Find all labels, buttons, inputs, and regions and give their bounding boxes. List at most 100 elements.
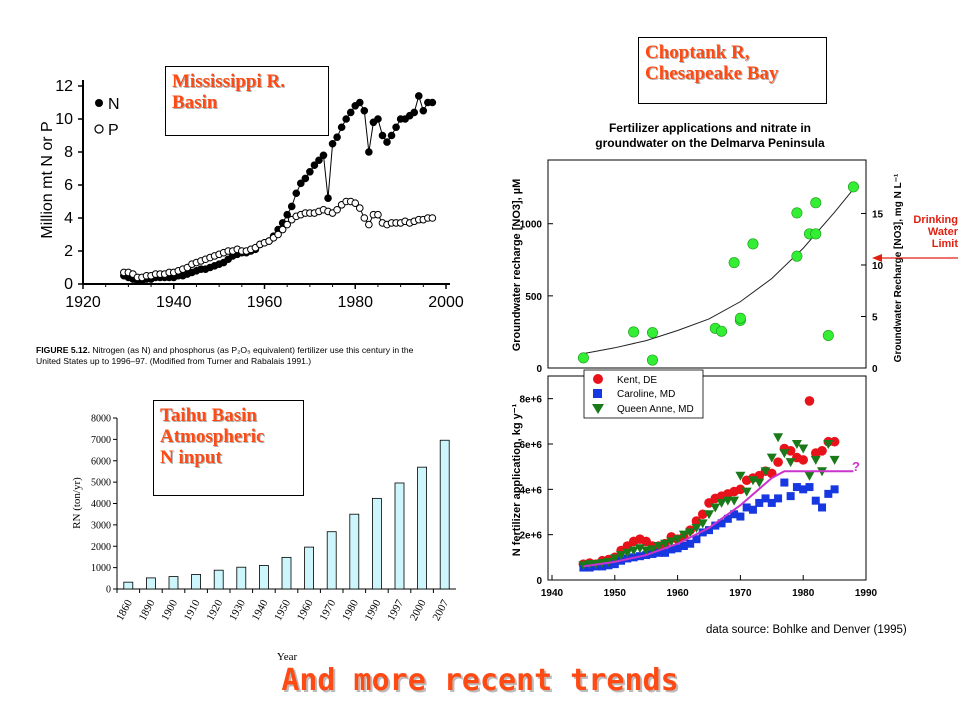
drinking-water-line-1: Drinking xyxy=(913,214,958,226)
fertilizer-point-kent xyxy=(804,396,815,406)
fertilizer-point-caroline xyxy=(730,510,739,519)
fertilizer-point-queen-anne xyxy=(609,554,620,564)
figure-caption-line-2: United States up to 1996–97. (Modified f… xyxy=(36,356,312,366)
mississippi-y-tick-label: 4 xyxy=(64,210,73,227)
fertilizer-point-kent xyxy=(773,457,783,467)
fertilizer-point-caroline xyxy=(792,483,801,492)
fertilizer-point-queen-anne xyxy=(791,440,802,449)
fertilizer-y-tick-label: 8e+6 xyxy=(519,395,542,406)
mississippi-legend-n-label: N xyxy=(108,96,120,113)
mississippi-point-p xyxy=(428,214,437,222)
fertilizer-point-caroline xyxy=(667,545,676,554)
taihu-title-line-3: N input xyxy=(160,447,222,468)
taihu-y-tick-label: 7000 xyxy=(91,435,111,446)
recharge-point xyxy=(822,330,834,342)
fertilizer-point-queen-anne xyxy=(722,496,733,506)
fertilizer-point-kent xyxy=(829,436,840,447)
mississippi-point-n xyxy=(342,115,350,123)
mississippi-point-n xyxy=(378,131,387,140)
mississippi-point-p xyxy=(274,230,282,239)
fertilizer-point-queen-anne xyxy=(804,471,815,481)
fertilizer-point-queen-anne xyxy=(685,528,696,538)
fertilizer-y-tick-label: 0 xyxy=(536,576,542,587)
fertilizer-point-queen-anne xyxy=(704,510,714,520)
mississippi-point-n xyxy=(315,156,323,165)
fertilizer-point-queen-anne xyxy=(660,539,671,549)
taihu-bar xyxy=(326,531,337,590)
fertilizer-x-tick-label: 1990 xyxy=(855,588,878,599)
fertilizer-point-queen-anne xyxy=(647,545,658,555)
taihu-y-tick-label: 5000 xyxy=(91,478,111,489)
mississippi-point-p xyxy=(351,199,360,207)
fertilizer-x-tick-label: 1970 xyxy=(729,588,752,599)
taihu-title-line-2: Atmospheric xyxy=(160,426,265,447)
mississippi-title-box: Mississippi R. Basin xyxy=(165,66,329,136)
figure-caption-text: Nitrogen (as N) and phosphorus (as P₂O₅ … xyxy=(89,345,414,355)
mississippi-legend-p-label: P xyxy=(108,122,119,139)
taihu-bar xyxy=(281,556,292,590)
mississippi-point-p xyxy=(333,205,341,214)
fertilizer-y-tick-label: 2e+6 xyxy=(519,531,542,542)
fertilizer-point-caroline xyxy=(705,526,713,535)
choptank-title-line-2: Chesapeake Bay xyxy=(645,63,779,84)
taihu-title-line-1: Taihu Basin xyxy=(160,405,258,426)
mississippi-point-n xyxy=(292,189,301,198)
mississippi-x-tick-label: 1920 xyxy=(65,294,101,311)
mississippi-x-tick-label: 2000 xyxy=(428,294,464,311)
mississippi-point-n xyxy=(283,210,291,219)
taihu-bar xyxy=(191,574,202,590)
mississippi-point-n xyxy=(355,98,364,107)
mississippi-point-n xyxy=(328,139,337,148)
fertilizer-point-caroline xyxy=(830,485,839,494)
fertilizer-point-queen-anne xyxy=(710,503,721,513)
fertilizer-point-caroline xyxy=(811,496,820,505)
fertilizer-point-caroline xyxy=(824,489,833,498)
fertilizer-point-queen-anne xyxy=(653,542,664,551)
drinking-water-line-2: Water xyxy=(927,226,958,238)
fertilizer-point-queen-anne xyxy=(735,471,746,481)
footer-title: And more recent trends xyxy=(281,663,679,698)
mississippi-point-n xyxy=(374,115,382,123)
fertilizer-point-queen-anne xyxy=(754,478,765,488)
recharge-point xyxy=(747,238,759,250)
fertilizer-point-queen-anne xyxy=(760,467,771,477)
fertilizer-point-caroline xyxy=(774,494,783,503)
fertilizer-point-queen-anne xyxy=(616,551,627,561)
recharge-point xyxy=(810,228,822,240)
mississippi-point-n xyxy=(301,174,310,183)
fertilizer-point-caroline xyxy=(818,503,827,512)
fertilizer-point-queen-anne xyxy=(672,535,683,545)
recharge-y-axis-label: Groundwater recharge [NO3], µM xyxy=(511,179,523,352)
taihu-bar xyxy=(258,565,269,590)
mississippi-legend-n-marker xyxy=(95,99,103,107)
mississippi-y-tick-label: 2 xyxy=(64,243,73,260)
recharge-point xyxy=(628,326,640,338)
taihu-y-axis-label: RN (ton/yr) xyxy=(71,477,83,529)
mississippi-point-n xyxy=(419,106,428,115)
fertilizer-point-kent xyxy=(817,446,827,456)
fertilizer-point-caroline xyxy=(805,483,814,492)
recharge-point xyxy=(847,181,859,193)
recharge-y-tick-label: 1000 xyxy=(520,220,543,231)
fertilizer-point-caroline xyxy=(780,478,789,487)
fertilizer-point-queen-anne xyxy=(798,444,809,454)
taihu-bar xyxy=(236,566,247,590)
recharge-right-tick-label: 15 xyxy=(872,209,884,220)
recharge-point xyxy=(734,312,746,324)
fertilizer-point-caroline xyxy=(736,512,745,521)
recharge-y-tick-label: 500 xyxy=(525,292,542,303)
fertilizer-point-caroline xyxy=(755,498,764,507)
fertilizer-x-tick-label: 1940 xyxy=(541,588,564,599)
taihu-y-tick-label: 8000 xyxy=(91,414,111,425)
mississippi-point-n xyxy=(410,108,419,117)
choptank-title-line-1: Choptank R, xyxy=(645,42,750,63)
mississippi-title-line-1: Mississippi R. xyxy=(172,71,285,92)
figure-caption-label: FIGURE 5.12. xyxy=(36,345,90,355)
fertilizer-point-kent xyxy=(735,484,746,495)
taihu-bar xyxy=(394,482,405,590)
fertilizer-legend-box xyxy=(583,369,704,419)
